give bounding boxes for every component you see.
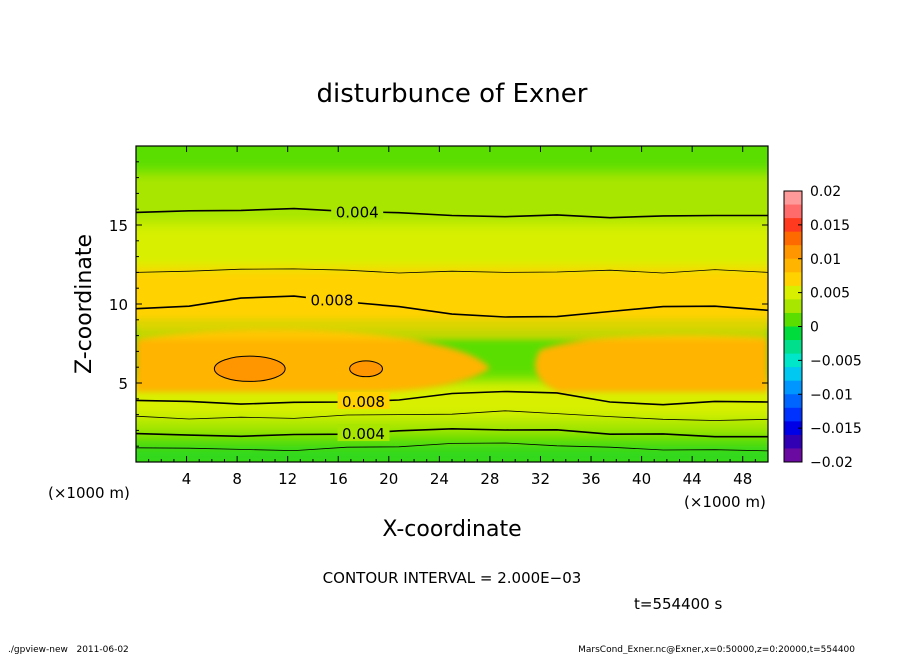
colorbar-segment-7 <box>784 272 802 287</box>
colorbar-segment-11 <box>784 326 802 341</box>
contour-line-3 <box>136 295 768 318</box>
colorbar-segment-9 <box>784 299 802 314</box>
colorbar-segment-5 <box>784 245 802 260</box>
x-tick-label-20: 20 <box>379 470 398 488</box>
y-tick-label-15: 15 <box>109 217 128 235</box>
x-tick-label-40: 40 <box>632 470 651 488</box>
contour-line-1 <box>136 207 768 219</box>
colorbar-label: −0.02 <box>810 455 853 471</box>
contour-line-5 <box>136 410 768 421</box>
contour-line-7 <box>136 442 768 452</box>
colorbar-segment-16 <box>784 394 802 409</box>
y-tick-label-10: 10 <box>109 296 128 314</box>
colorbar-label: −0.005 <box>810 353 862 369</box>
colorbar-label: 0.005 <box>810 286 850 302</box>
colorbar-segment-2 <box>784 204 802 219</box>
band-dark-green-bottom <box>136 446 768 462</box>
colorbar-segment-8 <box>784 285 802 300</box>
colorbar-segment-17 <box>784 407 802 422</box>
time-label: t=554400 s <box>634 595 722 613</box>
x-tick-label-4: 4 <box>182 470 192 488</box>
x-tick-label-16: 16 <box>329 470 348 488</box>
footer-left: ./gpview-new 2011-06-02 <box>8 645 129 654</box>
x-unit-left: (×1000 m) <box>48 484 130 502</box>
colorbar-segment-12 <box>784 340 802 355</box>
colorbar-segment-3 <box>784 218 802 233</box>
colorbar-segment-6 <box>784 258 802 273</box>
x-unit-right: (×1000 m) <box>684 493 766 511</box>
x-tick-label-8: 8 <box>232 470 242 488</box>
colorbar-segment-10 <box>784 312 802 327</box>
band-light-green-lower <box>136 418 768 434</box>
contour-label-bg-1 <box>331 202 384 220</box>
hotspot-1 <box>213 355 286 382</box>
band-yellow <box>136 268 768 326</box>
y-axis-label: Z-coordinate <box>72 234 97 374</box>
colorbar-segment-18 <box>784 421 802 436</box>
contour-label-bg-4 <box>337 391 390 409</box>
colorbar-segment-19 <box>784 434 802 449</box>
colorbar-label: −0.015 <box>810 421 862 437</box>
colorbar-label: 0.02 <box>810 184 841 200</box>
contour-line-2 <box>136 268 768 274</box>
hotspot-2 <box>349 360 383 378</box>
colorbar-label: 0.015 <box>810 218 850 234</box>
colorbar-label: 0 <box>810 320 819 336</box>
colorbar-label: 0.01 <box>810 252 841 268</box>
x-tick-label-24: 24 <box>430 470 449 488</box>
colorbar-segment-15 <box>784 380 802 395</box>
y-tick-label-5: 5 <box>118 375 128 393</box>
colorbar-label: −0.01 <box>810 387 853 403</box>
x-tick-label-28: 28 <box>480 470 499 488</box>
colorbar-segment-20 <box>784 448 802 463</box>
x-tick-label-48: 48 <box>733 470 752 488</box>
contour-label-3: 0.008 <box>310 291 353 309</box>
chart-title: disturbunce of Exner <box>317 79 588 109</box>
band-green-bottom <box>136 434 768 448</box>
x-tick-label-12: 12 <box>278 470 297 488</box>
contour-interval: CONTOUR INTERVAL = 2.000E−03 <box>323 569 582 587</box>
yellow-core <box>136 322 768 340</box>
plot-field: 0.004 0.008 0.008 0.004 <box>136 146 768 462</box>
contour-label-bg-6 <box>337 424 390 442</box>
footer-right: MarsCond_Exner.nc@Exner,x=0:50000,z=0:20… <box>578 645 855 654</box>
orange-lobe-right <box>535 335 768 392</box>
x-tick-label-32: 32 <box>531 470 550 488</box>
contour-label-bg-3 <box>305 290 358 308</box>
band-low-green <box>136 172 768 232</box>
contour-label-6: 0.004 <box>342 425 385 443</box>
contour-line-6 <box>136 427 768 438</box>
colorbar-segment-1 <box>784 191 802 206</box>
colorbar-segment-4 <box>784 231 802 246</box>
x-axis-label: X-coordinate <box>382 517 521 542</box>
colorbar-segment-14 <box>784 367 802 382</box>
contour-label-4: 0.008 <box>342 393 385 411</box>
x-tick-label-44: 44 <box>683 470 702 488</box>
colorbar-segment-13 <box>784 353 802 368</box>
contour-label-1: 0.004 <box>336 203 379 221</box>
contour-line-4 <box>136 390 768 406</box>
x-tick-label-36: 36 <box>581 470 600 488</box>
